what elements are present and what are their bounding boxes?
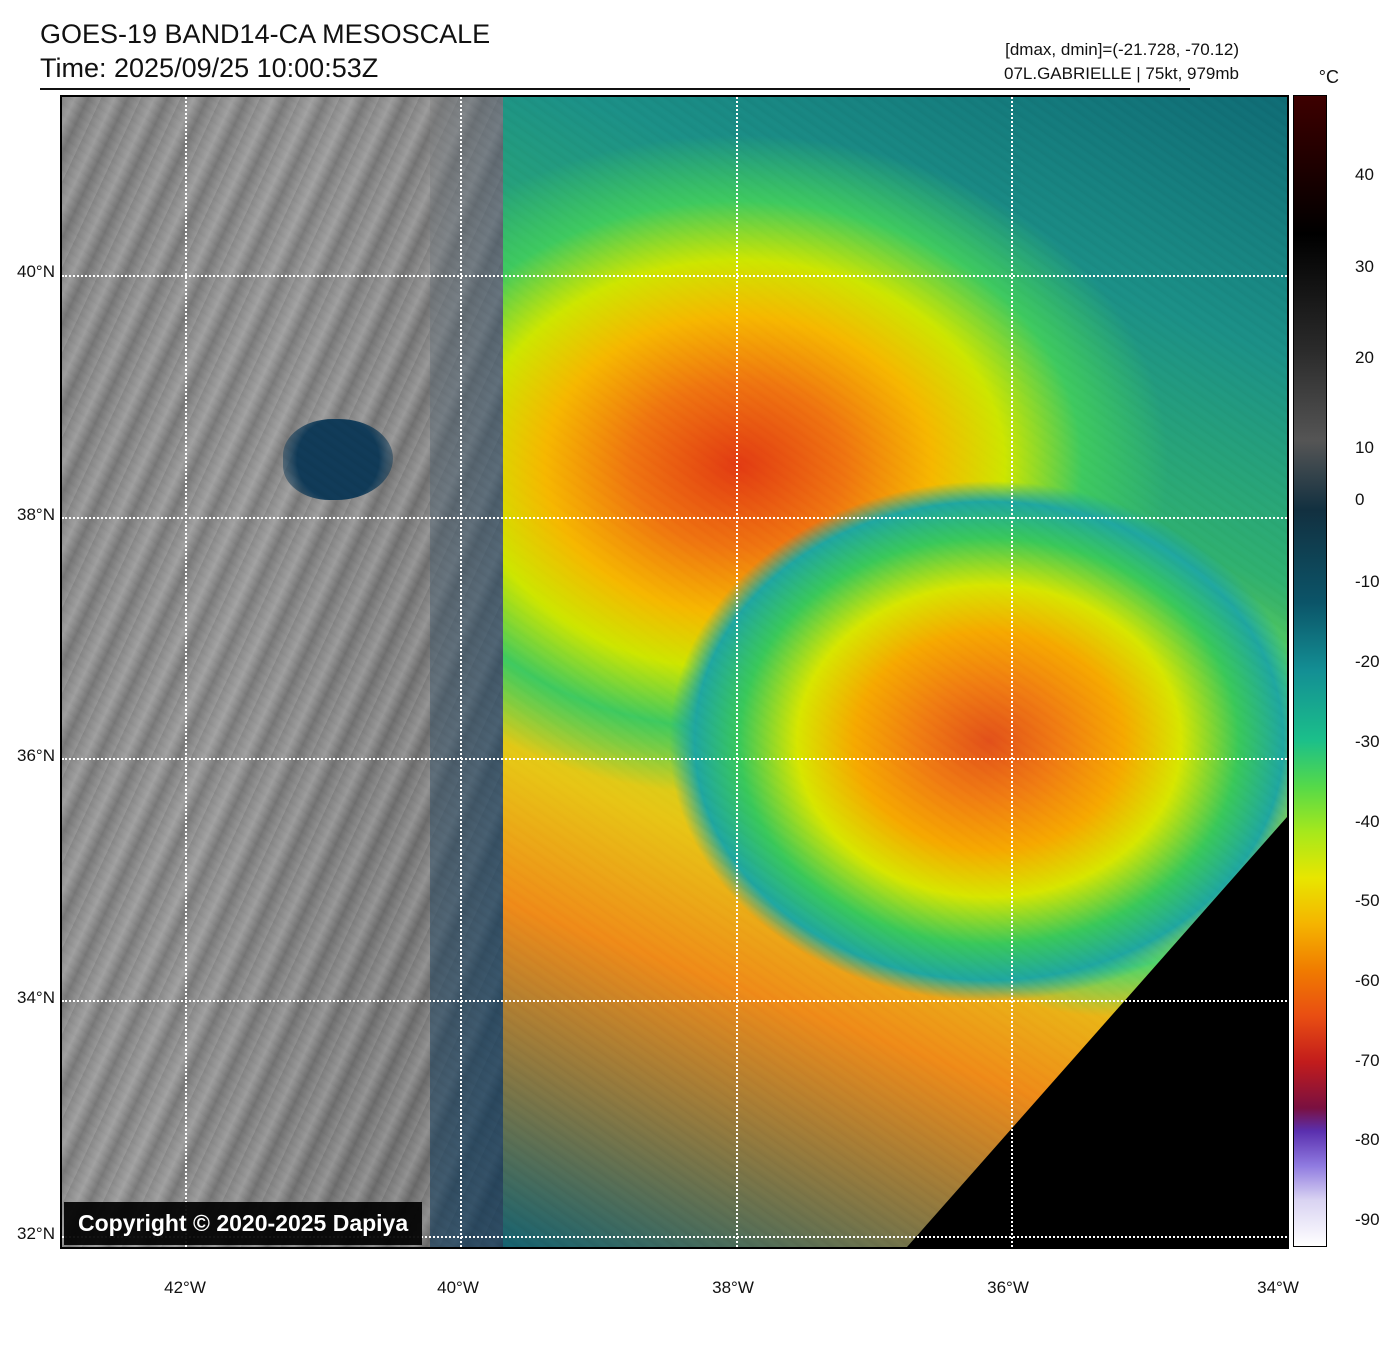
colorbar-tick-0: 0 xyxy=(1355,490,1379,510)
title-text-line2: Time: 2025/09/25 10:00:53Z xyxy=(40,52,490,86)
dmax-dmin-text: [dmax, dmin]=(-21.728, -70.12) xyxy=(1004,38,1239,62)
y-tick-label-34n: 34°N xyxy=(0,988,55,1008)
gridline-horizontal-38n xyxy=(62,517,1287,519)
copyright-notice: Copyright © 2020-2025 Dapiya xyxy=(64,1202,422,1245)
colorbar[interactable] xyxy=(1293,95,1327,1247)
gridline-horizontal-40n xyxy=(62,275,1287,277)
gridline-horizontal-36n xyxy=(62,758,1287,760)
unit-label: °C xyxy=(1319,67,1339,88)
gridline-horizontal-34n xyxy=(62,1000,1287,1002)
colorbar-tick-neg60: -60 xyxy=(1355,971,1379,991)
colorbar-tick-neg70: -70 xyxy=(1355,1051,1379,1071)
y-tick-label-36n: 36°N xyxy=(0,746,55,766)
gridline-vertical-40w xyxy=(460,97,462,1247)
colorbar-tick-neg20: -20 xyxy=(1355,652,1379,672)
header-divider xyxy=(40,88,1190,90)
colorbar-tick-20: 20 xyxy=(1355,348,1379,368)
x-tick-label-36w: 36°W xyxy=(987,1278,1029,1298)
gridline-vertical-42w xyxy=(185,97,187,1247)
colorbar-tick-neg30: -30 xyxy=(1355,732,1379,752)
gridline-vertical-36w xyxy=(1011,97,1013,1247)
storm-name-text: 07L.GABRIELLE | 75kt, 979mb xyxy=(1004,62,1239,86)
colorbar-tick-neg10: -10 xyxy=(1355,572,1379,592)
y-tick-label-32n: 32°N xyxy=(0,1224,55,1244)
y-tick-label-40n: 40°N xyxy=(0,262,55,282)
x-tick-label-38w: 38°W xyxy=(712,1278,754,1298)
y-tick-label-38n: 38°N xyxy=(0,505,55,525)
header-section: GOES-19 BAND14-CA MESOSCALE Time: 2025/0… xyxy=(0,0,1389,90)
storm-info-block: [dmax, dmin]=(-21.728, -70.12) 07L.GABRI… xyxy=(1004,38,1239,86)
colorbar-tick-neg40: -40 xyxy=(1355,812,1379,832)
colorbar-tick-30: 30 xyxy=(1355,257,1379,277)
colorbar-tick-40: 40 xyxy=(1355,165,1379,185)
x-tick-label-34w: 34°W xyxy=(1257,1278,1299,1298)
title-text-line1: GOES-19 BAND14-CA MESOSCALE xyxy=(40,18,490,52)
colorbar-tick-10: 10 xyxy=(1355,438,1379,458)
title-block: GOES-19 BAND14-CA MESOSCALE Time: 2025/0… xyxy=(40,18,490,86)
colorbar-tick-neg90: -90 xyxy=(1355,1210,1379,1230)
x-tick-label-42w: 42°W xyxy=(164,1278,206,1298)
colorbar-tick-neg50: -50 xyxy=(1355,891,1379,911)
gridline-vertical-38w xyxy=(736,97,738,1247)
satellite-image-plot[interactable]: Copyright © 2020-2025 Dapiya xyxy=(60,95,1289,1249)
colorbar-tick-neg80: -80 xyxy=(1355,1130,1379,1150)
x-tick-label-40w: 40°W xyxy=(437,1278,479,1298)
